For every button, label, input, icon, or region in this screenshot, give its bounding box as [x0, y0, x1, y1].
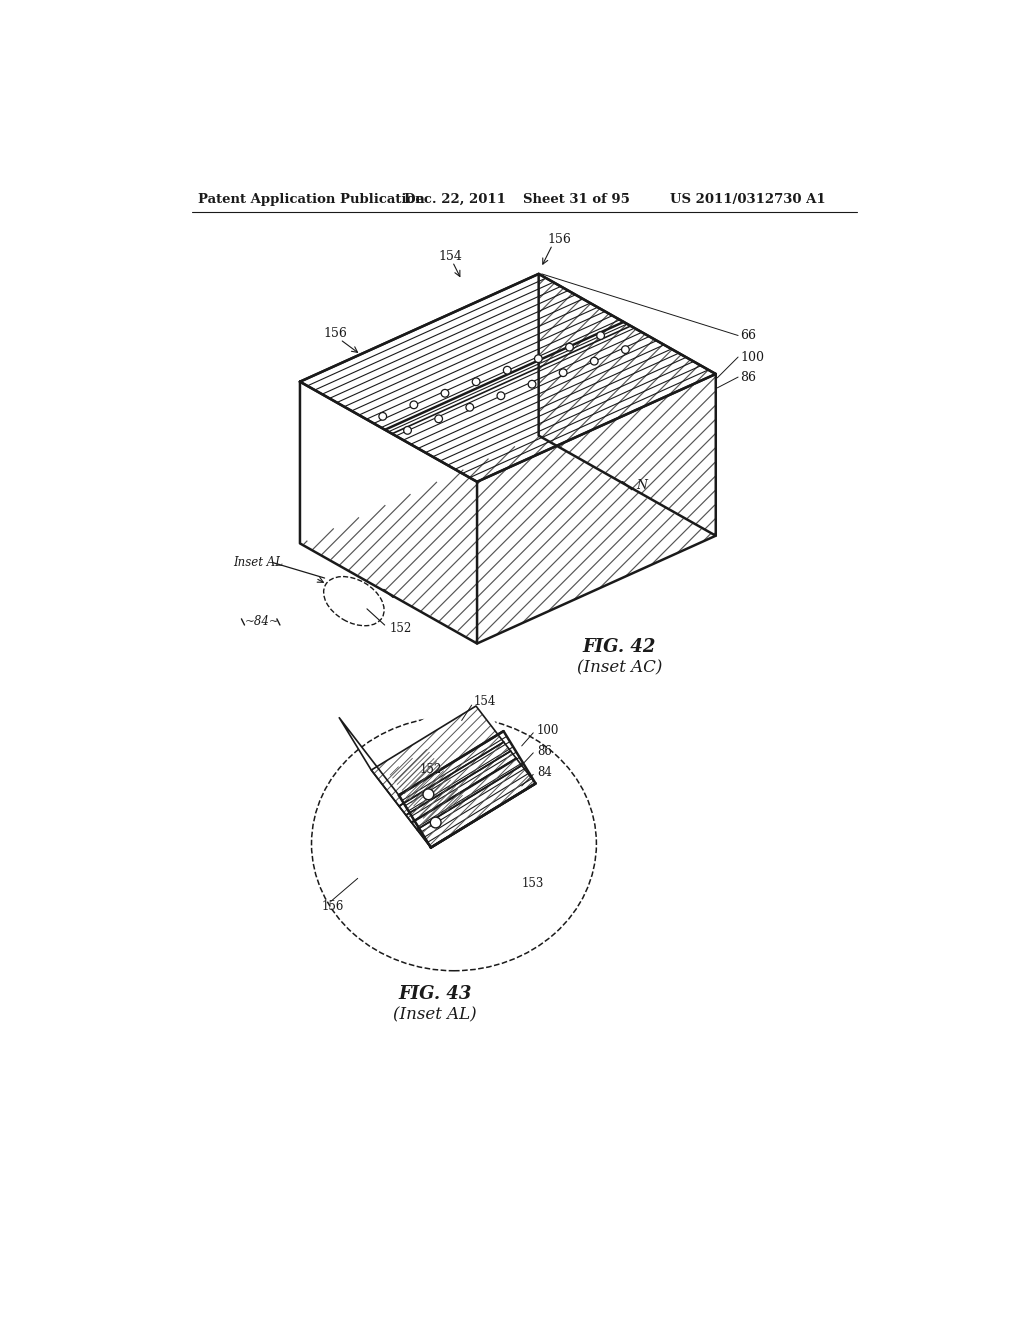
Circle shape — [423, 789, 434, 800]
Text: 153: 153 — [521, 878, 544, 890]
Circle shape — [435, 414, 442, 422]
Text: Dec. 22, 2011: Dec. 22, 2011 — [403, 193, 506, 206]
Circle shape — [597, 331, 604, 339]
Polygon shape — [372, 706, 536, 847]
Text: US 2011/0312730 A1: US 2011/0312730 A1 — [670, 193, 825, 206]
Text: Inset AL: Inset AL — [233, 556, 283, 569]
Polygon shape — [300, 436, 716, 644]
Text: 86: 86 — [740, 371, 757, 384]
Circle shape — [504, 367, 511, 374]
Text: 84: 84 — [538, 767, 552, 779]
Circle shape — [472, 378, 480, 385]
Text: Patent Application Publication: Patent Application Publication — [199, 193, 425, 206]
Polygon shape — [300, 275, 716, 482]
Text: Sheet 31 of 95: Sheet 31 of 95 — [523, 193, 630, 206]
Circle shape — [379, 413, 387, 420]
Text: 154: 154 — [438, 249, 463, 263]
Text: 154: 154 — [473, 694, 496, 708]
Text: 100: 100 — [740, 351, 764, 363]
Text: 86: 86 — [538, 744, 552, 758]
Circle shape — [528, 380, 536, 388]
Text: (Inset AC): (Inset AC) — [577, 660, 663, 677]
Polygon shape — [374, 698, 511, 816]
Circle shape — [466, 404, 474, 411]
Text: 152: 152 — [389, 622, 412, 635]
Circle shape — [441, 389, 449, 397]
Polygon shape — [339, 718, 431, 847]
Circle shape — [535, 355, 542, 363]
Text: 66: 66 — [740, 329, 757, 342]
Text: 152: 152 — [419, 763, 441, 776]
Polygon shape — [398, 731, 536, 847]
Circle shape — [559, 368, 567, 376]
Polygon shape — [380, 706, 516, 822]
Circle shape — [430, 817, 441, 828]
Text: 156: 156 — [548, 232, 571, 246]
Circle shape — [591, 358, 598, 366]
Polygon shape — [367, 689, 504, 807]
Text: 100: 100 — [538, 723, 559, 737]
Text: ~84~: ~84~ — [245, 615, 280, 628]
Text: (Inset AL): (Inset AL) — [393, 1006, 476, 1023]
Text: FIG. 43: FIG. 43 — [398, 985, 471, 1003]
Polygon shape — [300, 381, 477, 644]
Ellipse shape — [311, 717, 596, 970]
Circle shape — [497, 392, 505, 400]
Circle shape — [410, 401, 418, 409]
Circle shape — [622, 346, 629, 354]
Text: FIG. 42: FIG. 42 — [583, 639, 656, 656]
Circle shape — [403, 426, 412, 434]
Polygon shape — [539, 275, 716, 536]
Text: 156: 156 — [323, 326, 347, 339]
Text: 156: 156 — [322, 900, 344, 913]
Polygon shape — [385, 713, 521, 829]
Circle shape — [565, 343, 573, 351]
Text: N: N — [637, 479, 647, 492]
